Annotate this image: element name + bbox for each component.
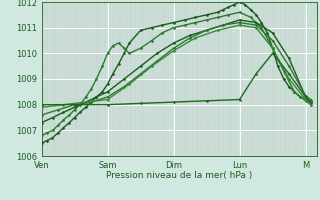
X-axis label: Pression niveau de la mer( hPa ): Pression niveau de la mer( hPa ) — [106, 171, 252, 180]
